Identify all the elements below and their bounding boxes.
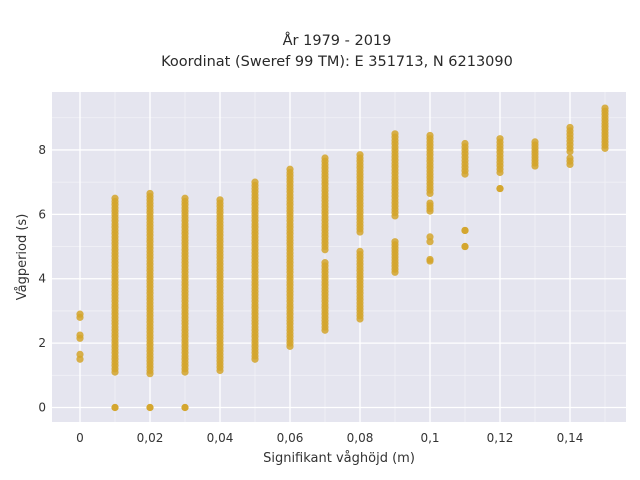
- data-point: [391, 130, 399, 138]
- x-tick-label: 0: [76, 431, 84, 445]
- data-point: [356, 151, 364, 159]
- y-tick-label: 0: [38, 401, 46, 415]
- title-line-2: Koordinat (Sweref 99 TM): E 351713, N 62…: [161, 54, 513, 70]
- data-point: [566, 154, 574, 162]
- data-point: [496, 184, 504, 193]
- data-point: [601, 104, 609, 112]
- x-tick-label: 0,14: [557, 431, 584, 445]
- data-point: [566, 123, 574, 132]
- data-point: [321, 154, 329, 162]
- data-point: [461, 139, 469, 148]
- y-axis-title: Vågperiod (s): [15, 214, 30, 301]
- data-point: [286, 165, 294, 173]
- y-tick-label: 8: [38, 143, 46, 157]
- x-tick-label: 0,08: [347, 431, 374, 445]
- data-point: [76, 331, 84, 339]
- data-point: [391, 238, 399, 246]
- y-tick-label: 4: [38, 272, 46, 286]
- data-point: [181, 403, 189, 412]
- data-point: [496, 135, 504, 143]
- x-axis-title: Signifikant våghöjd (m): [263, 451, 415, 466]
- x-tick-label: 0,1: [420, 431, 439, 445]
- x-tick-label: 0,12: [487, 431, 514, 445]
- data-point: [181, 194, 189, 202]
- x-tick-label: 0,04: [207, 431, 234, 445]
- y-axis-ticks: 0 2 4 6 8: [38, 143, 46, 415]
- data-point: [426, 131, 434, 140]
- data-point: [111, 403, 119, 412]
- data-point: [461, 226, 469, 235]
- data-point: [531, 138, 539, 146]
- x-tick-label: 0,06: [277, 431, 304, 445]
- data-point: [76, 350, 84, 358]
- x-axis-ticks: 0 0,02 0,04 0,06 0,08 0,1 0,12 0,14: [76, 431, 583, 445]
- data-point: [216, 196, 224, 204]
- data-point: [111, 194, 119, 202]
- data-point: [251, 178, 259, 186]
- data-point: [426, 255, 434, 264]
- plot-area: [52, 92, 626, 422]
- x-tick-label: 0,02: [137, 431, 164, 445]
- data-point: [321, 259, 329, 267]
- data-point: [356, 247, 364, 255]
- title-line-1: År 1979 - 2019: [283, 32, 392, 49]
- data-point: [426, 233, 434, 241]
- data-point: [461, 242, 469, 251]
- y-tick-label: 2: [38, 336, 46, 350]
- data-points: [76, 104, 609, 412]
- chart-title: År 1979 - 2019 Koordinat (Sweref 99 TM):…: [161, 32, 513, 70]
- data-point: [146, 189, 154, 198]
- data-point: [146, 403, 154, 412]
- y-tick-label: 6: [38, 207, 46, 221]
- data-point: [76, 310, 84, 318]
- data-point: [426, 199, 434, 207]
